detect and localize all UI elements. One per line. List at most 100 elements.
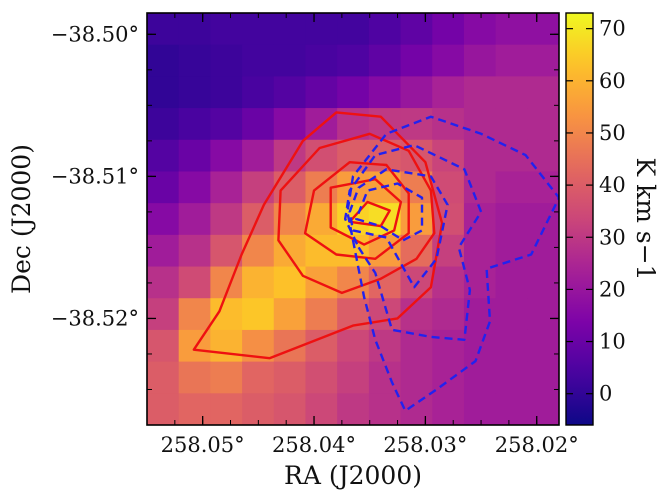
heatmap-cell — [432, 13, 465, 46]
heatmap-cell — [337, 393, 370, 425]
dashed-contour — [346, 115, 559, 412]
heatmap-cell — [495, 139, 528, 173]
heatmap-cell — [242, 139, 275, 173]
heatmap-cell — [178, 361, 211, 394]
heatmap-cell — [463, 13, 497, 46]
heatmap-cell — [210, 44, 243, 77]
heatmap-cell — [432, 108, 465, 141]
colorbar-tick-label: 0 — [599, 382, 612, 406]
y-axis-label: Dec (J2000) — [7, 144, 36, 294]
heatmap-cell — [178, 44, 211, 77]
heatmap-cell — [273, 76, 307, 109]
heatmap-cell — [147, 108, 180, 141]
heatmap-cell — [432, 329, 465, 363]
heatmap-cell — [210, 76, 243, 109]
solid-contour — [192, 111, 444, 360]
heatmap-cell — [147, 203, 180, 236]
heatmap-cell — [527, 266, 559, 299]
heatmap-cell — [178, 139, 211, 173]
heatmap-cell — [527, 361, 559, 394]
heatmap-cell — [400, 361, 433, 394]
heatmap-cell — [432, 266, 465, 299]
heatmap-cell — [178, 203, 211, 236]
heatmap-cell — [463, 393, 497, 425]
heatmap-cell — [178, 266, 211, 299]
heatmap-cell — [400, 329, 433, 363]
dashed-contour — [348, 168, 449, 289]
heatmap-cell — [305, 44, 338, 77]
heatmap-cell — [495, 234, 528, 268]
heatmap-cell — [463, 171, 497, 204]
heatmap-cell — [432, 139, 465, 173]
heatmap-cell — [432, 298, 465, 331]
heatmap-cell — [273, 298, 307, 331]
heatmap-cell — [337, 361, 370, 394]
solid-contour — [303, 161, 410, 260]
heatmap-cell — [178, 108, 211, 141]
heatmap-cell — [400, 44, 433, 77]
heatmap-cell — [495, 76, 528, 109]
contour-layer — [192, 111, 559, 412]
x-axis-label: RA (J2000) — [284, 461, 422, 490]
heatmap-cell — [305, 266, 338, 299]
heatmap-cell — [147, 298, 180, 331]
heatmap-cell — [400, 76, 433, 109]
heatmap-cell — [337, 13, 370, 46]
heatmap-cell — [147, 361, 180, 394]
heatmap-cell — [368, 76, 402, 109]
heatmap-cell — [527, 13, 559, 46]
heatmap-cell — [147, 393, 180, 425]
colorbar-ticks: 0 10 20 30 40 50 60 70 — [566, 17, 626, 406]
heatmap-cell — [527, 139, 559, 173]
y-tick-label: −38.52° — [51, 306, 139, 330]
heatmap-cell — [178, 76, 211, 109]
heatmap-cell — [178, 393, 211, 425]
heatmap-cell — [337, 44, 370, 77]
heatmap-cell — [147, 234, 180, 268]
heatmap-cell — [147, 329, 180, 363]
heatmap-cell — [432, 361, 465, 394]
heatmap-cell — [210, 171, 243, 204]
heatmap-cell — [147, 266, 180, 299]
heatmap-cell — [495, 171, 528, 204]
heatmap-cell — [273, 108, 307, 141]
heatmap-cell — [495, 108, 528, 141]
heatmap-cell — [368, 393, 402, 425]
heatmap-cell — [242, 393, 275, 425]
colorbar-tick-label: 50 — [599, 121, 626, 145]
heatmap-cell — [400, 298, 433, 331]
x-tick-label: 258.03° — [383, 433, 467, 457]
colorbar-tick-label: 40 — [599, 173, 626, 197]
heatmap-cell — [337, 76, 370, 109]
heatmap-cell — [273, 361, 307, 394]
heatmap-cell — [368, 298, 402, 331]
heatmap-cell — [463, 44, 497, 77]
heatmap-cell — [527, 108, 559, 141]
heatmap-cell — [527, 329, 559, 363]
heatmap-cell — [400, 234, 433, 268]
colorbar-tick-label: 60 — [599, 69, 626, 93]
colorbar-tick-label: 30 — [599, 225, 626, 249]
heatmap-cell — [305, 13, 338, 46]
heatmap-cell — [463, 234, 497, 268]
heatmap-cell — [210, 393, 243, 425]
heatmap-cell — [432, 76, 465, 109]
heatmap-cell — [495, 266, 528, 299]
heatmap-cell — [495, 44, 528, 77]
heatmap-cell — [147, 139, 180, 173]
heatmap-cell — [463, 76, 497, 109]
heatmap-cell — [178, 171, 211, 204]
heatmap-cell — [527, 298, 559, 331]
heatmap-cell — [463, 108, 497, 141]
heatmap-cell — [210, 329, 243, 363]
heatmap-cell — [210, 139, 243, 173]
heatmap-cell — [400, 108, 433, 141]
heatmap-cell — [242, 13, 275, 46]
heatmap-cell — [242, 44, 275, 77]
solid-contour — [277, 132, 436, 295]
heatmap-cell — [305, 393, 338, 425]
heatmap-cell — [210, 361, 243, 394]
heatmap-cell — [495, 329, 528, 363]
